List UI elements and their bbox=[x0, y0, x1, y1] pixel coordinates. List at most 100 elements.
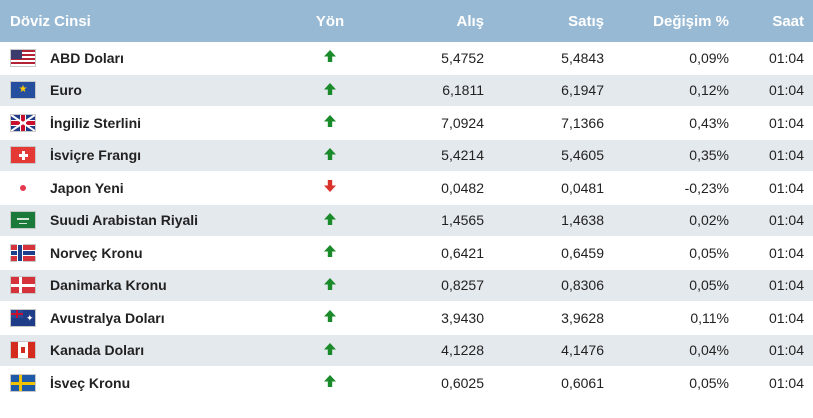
arrow-up-icon bbox=[300, 342, 360, 359]
currency-name[interactable]: İngiliz Sterlini bbox=[50, 114, 142, 131]
buy-value: 0,6421 bbox=[441, 244, 484, 261]
header-change[interactable]: Değişim % bbox=[653, 12, 729, 30]
change-value: 0,11% bbox=[690, 309, 729, 326]
currency-name[interactable]: ABD Doları bbox=[50, 49, 124, 66]
sell-value: 7,1366 bbox=[561, 114, 604, 131]
change-value: -0,23% bbox=[684, 179, 729, 196]
sell-value: 4,1476 bbox=[561, 342, 604, 359]
currency-cell: İsviçre Frangı bbox=[0, 146, 300, 165]
arrow-up-icon bbox=[300, 114, 360, 131]
sell-value: 0,8306 bbox=[561, 277, 604, 294]
currency-cell: İsveç Kronu bbox=[0, 373, 300, 392]
buy-value: 5,4214 bbox=[441, 147, 484, 164]
sell-value: 6,1947 bbox=[561, 82, 604, 99]
table-row[interactable]: Japon Yeni 0,0482 0,0481 -0,23% 01:04 bbox=[0, 172, 813, 205]
change-value: 0,05% bbox=[689, 374, 729, 391]
time-value: 01:04 bbox=[768, 114, 804, 131]
table-row[interactable]: ABD Doları 5,4752 5,4843 0,09% 01:04 bbox=[0, 42, 813, 75]
table-row[interactable]: Danimarka Kronu 0,8257 0,8306 0,05% 01:0… bbox=[0, 269, 813, 302]
currency-name[interactable]: Euro bbox=[50, 82, 82, 99]
time-value: 01:04 bbox=[768, 82, 804, 99]
currency-name[interactable]: Norveç Kronu bbox=[50, 244, 143, 261]
header-time[interactable]: Saat bbox=[772, 12, 804, 30]
currency-name[interactable]: Suudi Arabistan Riyali bbox=[50, 212, 199, 229]
sell-value: 3,9628 bbox=[561, 309, 604, 326]
arrow-up-icon bbox=[300, 49, 360, 66]
flag-norway-icon bbox=[10, 243, 36, 262]
currency-name[interactable]: İsveç Kronu bbox=[50, 374, 131, 391]
currency-cell: Suudi Arabistan Riyali bbox=[0, 211, 300, 230]
currency-cell: Norveç Kronu bbox=[0, 243, 300, 262]
flag-switzerland-icon bbox=[10, 146, 36, 165]
flag-uk-icon bbox=[10, 113, 36, 132]
flag-denmark-icon bbox=[10, 276, 36, 295]
table-row[interactable]: İngiliz Sterlini 7,0924 7,1366 0,43% 01:… bbox=[0, 107, 813, 140]
flag-eu-icon bbox=[10, 81, 36, 100]
time-value: 01:04 bbox=[768, 244, 804, 261]
table-row[interactable]: Norveç Kronu 0,6421 0,6459 0,05% 01:04 bbox=[0, 237, 813, 270]
table-header: Döviz Cinsi Yön Alış Satış Değişim % Saa… bbox=[0, 0, 813, 42]
change-value: 0,35% bbox=[689, 147, 729, 164]
arrow-down-icon bbox=[300, 179, 360, 196]
currency-cell: Japon Yeni bbox=[0, 178, 300, 197]
table-row[interactable]: Suudi Arabistan Riyali 1,4565 1,4638 0,0… bbox=[0, 204, 813, 237]
currency-name[interactable]: Kanada Doları bbox=[50, 342, 145, 359]
table-body: ABD Doları 5,4752 5,4843 0,09% 01:04 Eur… bbox=[0, 42, 813, 400]
currency-name[interactable]: Avustralya Doları bbox=[50, 309, 165, 326]
sell-value: 0,6061 bbox=[561, 374, 604, 391]
time-value: 01:04 bbox=[768, 374, 804, 391]
sell-value: 5,4843 bbox=[561, 49, 604, 66]
change-value: 0,04% bbox=[689, 342, 729, 359]
time-value: 01:04 bbox=[768, 147, 804, 164]
table-row[interactable]: Euro 6,1811 6,1947 0,12% 01:04 bbox=[0, 74, 813, 107]
change-value: 0,43% bbox=[689, 114, 729, 131]
table-row[interactable]: İsviçre Frangı 5,4214 5,4605 0,35% 01:04 bbox=[0, 139, 813, 172]
buy-value: 0,6025 bbox=[441, 374, 484, 391]
header-currency[interactable]: Döviz Cinsi bbox=[10, 12, 91, 30]
arrow-up-icon bbox=[300, 82, 360, 99]
flag-australia-icon bbox=[10, 308, 36, 327]
currency-name[interactable]: İsviçre Frangı bbox=[50, 147, 142, 164]
sell-value: 0,0481 bbox=[561, 179, 604, 196]
buy-value: 4,1228 bbox=[441, 342, 484, 359]
arrow-up-icon bbox=[300, 147, 360, 164]
time-value: 01:04 bbox=[768, 49, 804, 66]
change-value: 0,05% bbox=[689, 277, 729, 294]
arrow-up-icon bbox=[300, 374, 360, 391]
header-direction[interactable]: Yön bbox=[315, 12, 345, 30]
table-row[interactable]: Avustralya Doları 3,9430 3,9628 0,11% 01… bbox=[0, 302, 813, 335]
currency-cell: Kanada Doları bbox=[0, 341, 300, 360]
sell-value: 0,6459 bbox=[561, 244, 604, 261]
currency-cell: Danimarka Kronu bbox=[0, 276, 300, 295]
time-value: 01:04 bbox=[768, 309, 804, 326]
time-value: 01:04 bbox=[768, 212, 804, 229]
header-buy[interactable]: Alış bbox=[456, 12, 484, 30]
change-value: 0,12% bbox=[689, 82, 729, 99]
buy-value: 0,0482 bbox=[441, 179, 484, 196]
currency-table: Döviz Cinsi Yön Alış Satış Değişim % Saa… bbox=[0, 0, 813, 400]
flag-canada-icon bbox=[10, 341, 36, 360]
table-row[interactable]: Kanada Doları 4,1228 4,1476 0,04% 01:04 bbox=[0, 334, 813, 367]
change-value: 0,09% bbox=[689, 49, 729, 66]
currency-cell: Avustralya Doları bbox=[0, 308, 300, 327]
table-row[interactable]: İsveç Kronu 0,6025 0,6061 0,05% 01:04 bbox=[0, 367, 813, 400]
currency-cell: Euro bbox=[0, 81, 300, 100]
flag-japan-icon bbox=[10, 178, 36, 197]
change-value: 0,05% bbox=[689, 244, 729, 261]
currency-cell: ABD Doları bbox=[0, 48, 300, 67]
buy-value: 5,4752 bbox=[441, 49, 484, 66]
time-value: 01:04 bbox=[768, 277, 804, 294]
flag-sweden-icon bbox=[10, 373, 36, 392]
change-value: 0,02% bbox=[689, 212, 729, 229]
buy-value: 3,9430 bbox=[441, 309, 484, 326]
flag-saudi-arabia-icon bbox=[10, 211, 36, 230]
buy-value: 1,4565 bbox=[441, 212, 484, 229]
arrow-up-icon bbox=[300, 309, 360, 326]
flag-usa-icon bbox=[10, 48, 36, 67]
currency-name[interactable]: Japon Yeni bbox=[50, 179, 124, 196]
header-sell[interactable]: Satış bbox=[568, 12, 604, 30]
currency-name[interactable]: Danimarka Kronu bbox=[50, 277, 167, 294]
buy-value: 7,0924 bbox=[441, 114, 484, 131]
time-value: 01:04 bbox=[768, 342, 804, 359]
currency-cell: İngiliz Sterlini bbox=[0, 113, 300, 132]
